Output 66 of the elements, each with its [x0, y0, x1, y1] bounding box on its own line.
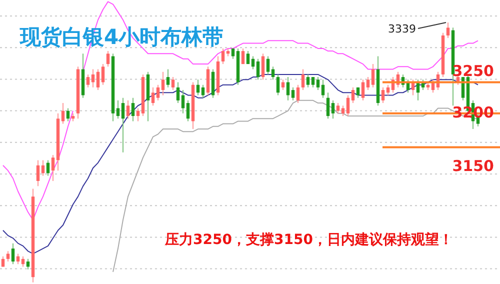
candlestick [291, 86, 295, 101]
candlestick [166, 68, 170, 88]
candlestick [201, 84, 205, 98]
candlestick [51, 154, 55, 182]
candlestick [86, 74, 90, 88]
candlestick [16, 253, 20, 265]
candlestick [61, 102, 65, 124]
candlestick [281, 79, 285, 91]
candlestick [36, 160, 40, 187]
candlestick [261, 53, 265, 80]
annotation: 压力3250，支撑3150，日内建议保持观望！ [164, 231, 453, 248]
candlestick [241, 48, 245, 65]
candlestick [346, 94, 350, 117]
annotation: 3150 [452, 157, 494, 176]
candlestick [251, 56, 255, 70]
candlestick [331, 100, 335, 120]
candlestick [136, 108, 140, 122]
candlestick [306, 74, 310, 88]
candlestick [296, 84, 300, 104]
candlestick [206, 66, 210, 96]
candlestick [156, 84, 160, 101]
candlestick [276, 74, 280, 96]
candlestick [121, 97, 125, 153]
candlestick [181, 90, 185, 114]
candlestick [271, 66, 275, 80]
candlestick [26, 258, 30, 270]
candlestick [266, 56, 270, 75]
candlestick [6, 250, 10, 262]
candlestick [366, 76, 370, 91]
candlestick [336, 102, 340, 114]
candlestick [171, 76, 175, 91]
candlestick [176, 82, 180, 104]
candlestick [371, 64, 375, 88]
candlestick [221, 48, 225, 65]
candlestick [211, 68, 215, 98]
candlestick [246, 50, 250, 65]
candlestick [321, 79, 325, 98]
candlestick [131, 97, 135, 122]
candlestick [301, 68, 305, 91]
candlestick [381, 86, 385, 104]
candlestick [286, 76, 290, 101]
candlestick [186, 100, 190, 122]
candlestick [446, 22, 450, 39]
candlestick [116, 100, 120, 120]
candlestick [66, 108, 70, 122]
candlestick [256, 58, 260, 80]
candlestick [46, 160, 50, 176]
candlestick [341, 105, 345, 117]
candlestick [11, 242, 15, 265]
annotation: 3339 [388, 22, 416, 36]
candlestick [106, 50, 110, 68]
candlestick [41, 160, 45, 176]
candlestick [21, 256, 25, 268]
candlestick [151, 86, 155, 106]
candlestick [96, 68, 100, 91]
candlestick [161, 71, 165, 96]
candlestick [386, 84, 390, 96]
candlestick [196, 79, 200, 96]
candlestick [361, 79, 365, 101]
candlestick [316, 76, 320, 91]
candlestick [351, 86, 355, 104]
candlestick [91, 68, 95, 88]
candlestick [101, 64, 105, 86]
candlestick [326, 92, 330, 120]
candlestick [126, 100, 130, 120]
candlestick [311, 76, 315, 88]
